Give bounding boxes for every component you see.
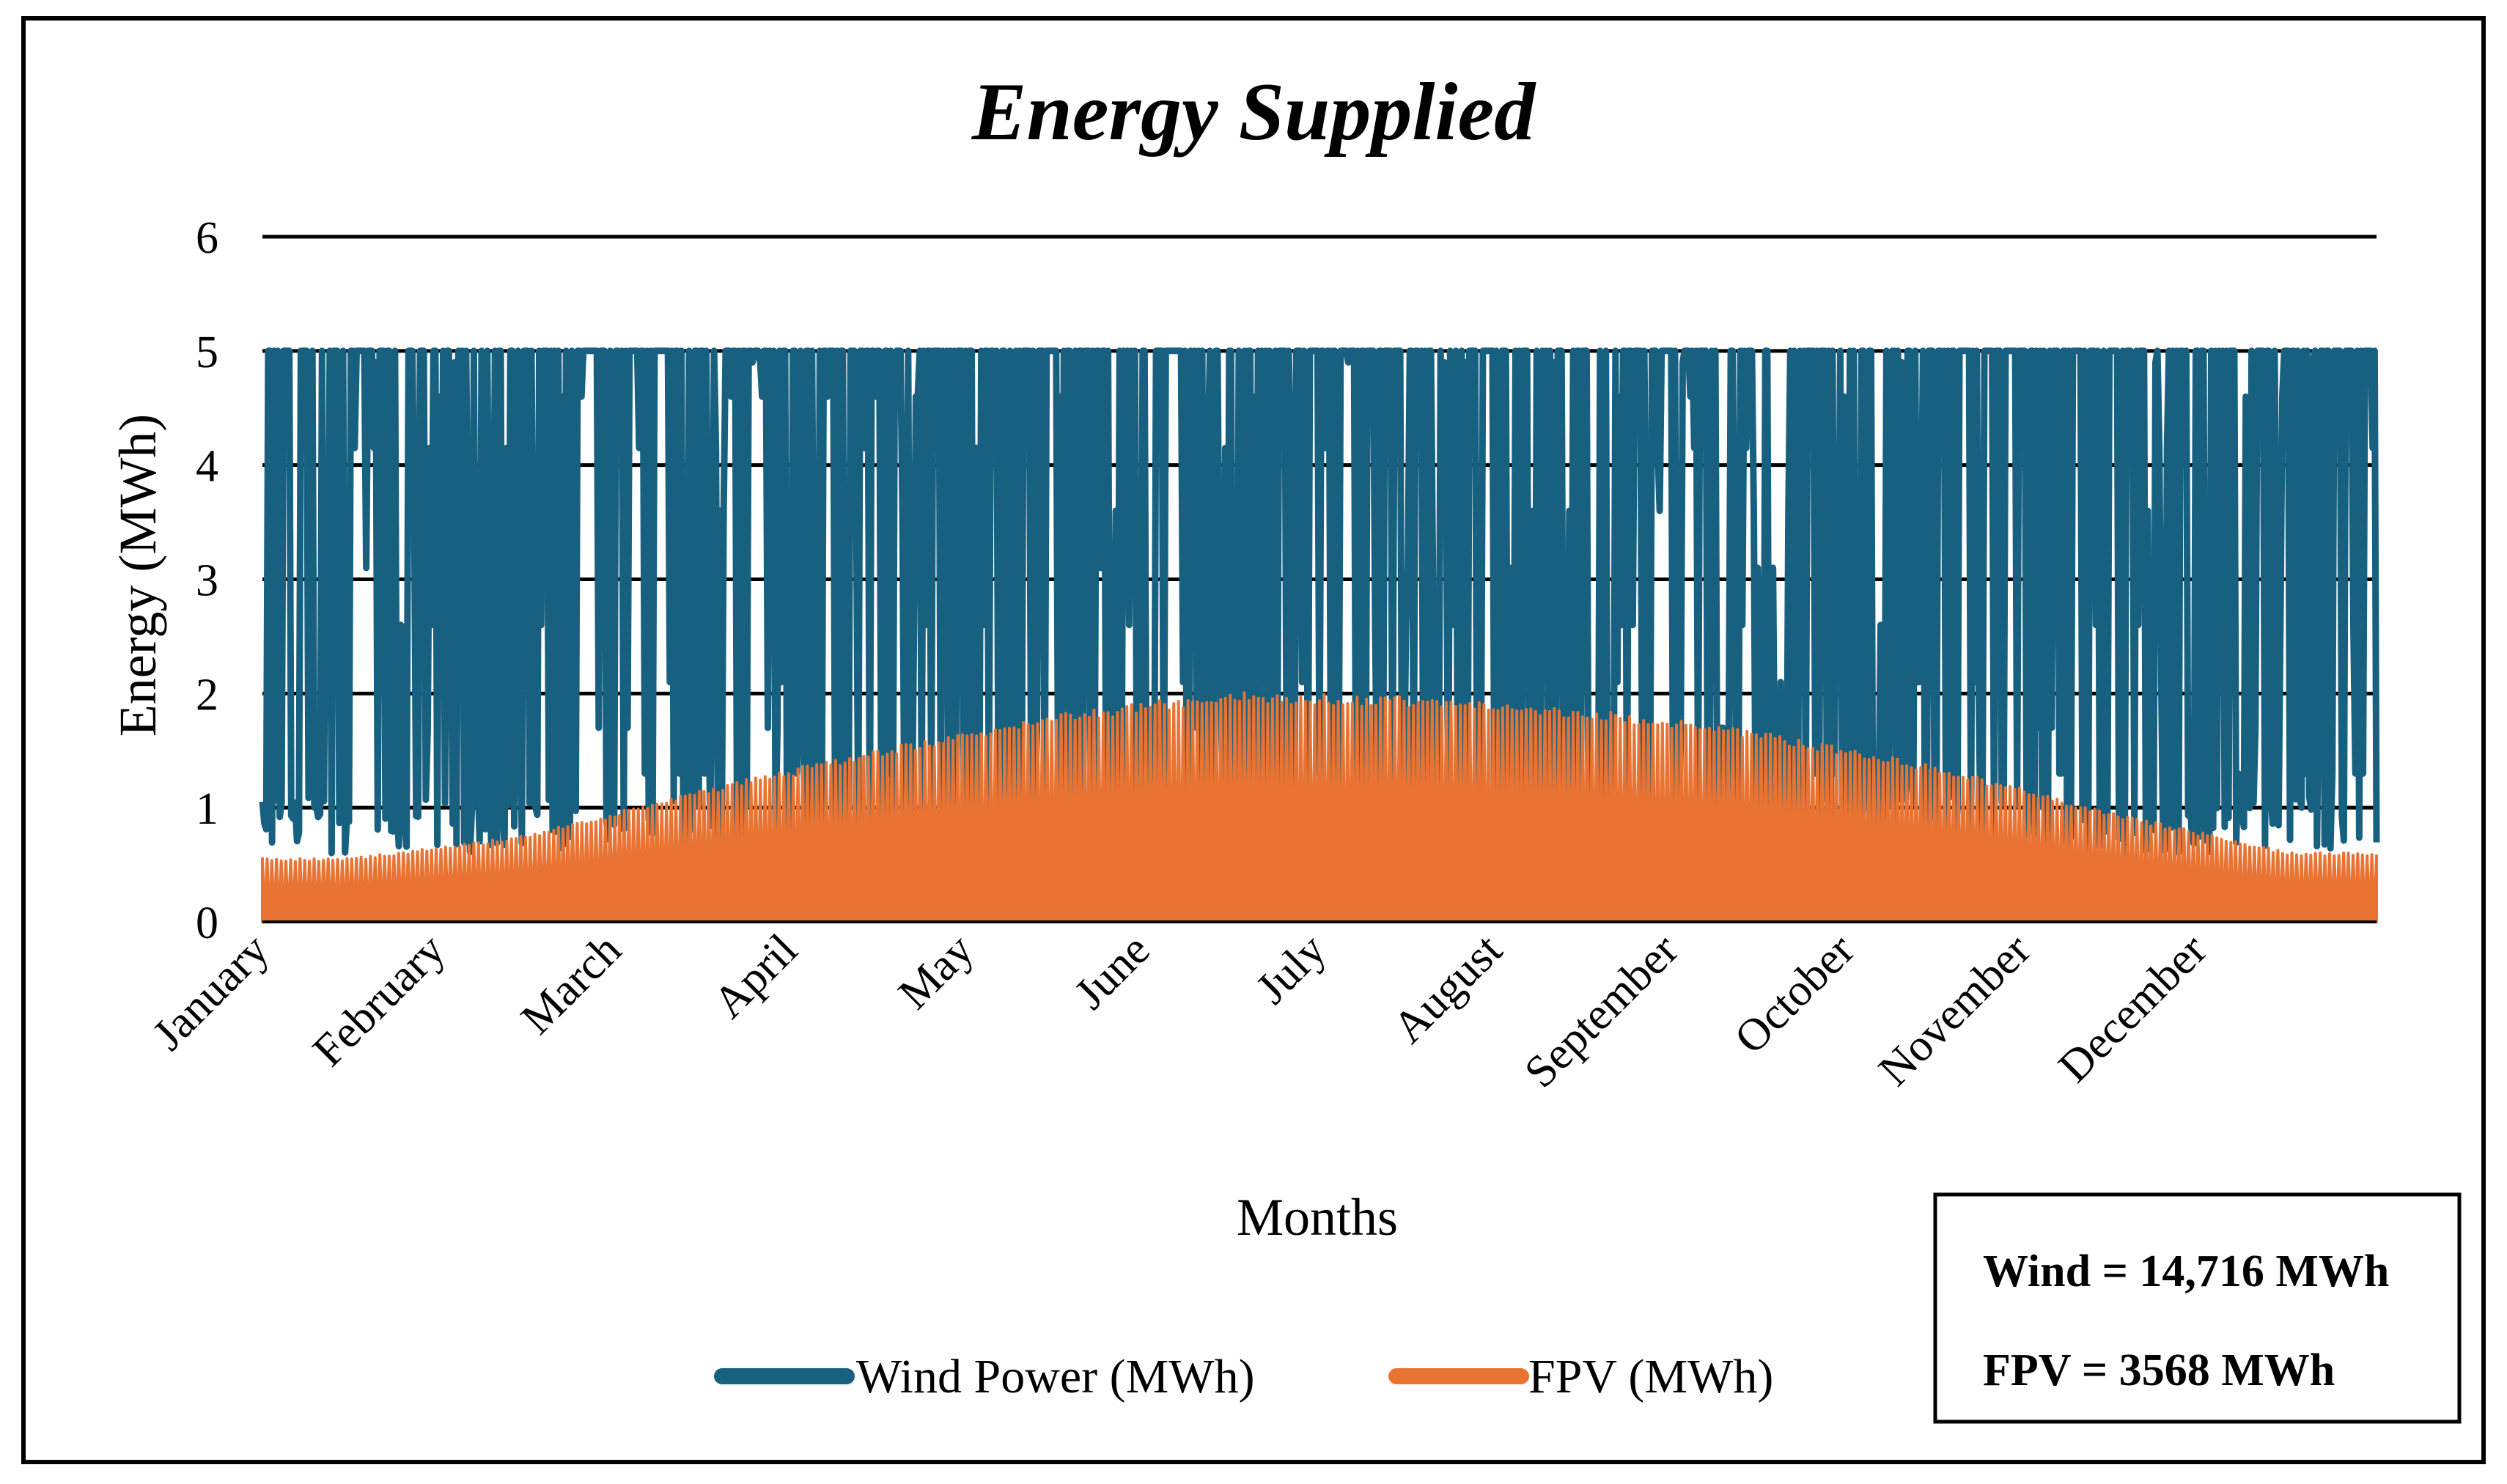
totals-box-frame	[1933, 1192, 2462, 1424]
y-axis-ticks: 0 1 2 3 4 5 6	[196, 213, 218, 948]
legend-fpv-label: FPV (MWh)	[1528, 1350, 1773, 1403]
y-tick-label: 4	[196, 442, 218, 492]
x-axis-title: Months	[1237, 1188, 1398, 1247]
totals-box: Wind = 14,716 MWh FPV = 3568 MWh	[1933, 1192, 2462, 1424]
fpv-area	[261, 691, 2378, 923]
y-tick-label: 2	[196, 670, 218, 720]
y-tick-label: 5	[196, 328, 218, 377]
fpv-total-label: FPV = 3568 MWh	[1983, 1345, 2335, 1395]
y-tick-label: 1	[196, 784, 218, 834]
y-tick-label: 6	[196, 213, 218, 263]
y-tick-label: 0	[196, 898, 218, 948]
chart-title: Energy Supplied	[971, 67, 1537, 158]
series-fpv	[261, 691, 2378, 923]
legend: Wind Power (MWh) FPV (MWh)	[714, 1350, 1773, 1403]
y-tick-label: 3	[196, 556, 218, 606]
wind-total-label: Wind = 14,716 MWh	[1983, 1247, 2389, 1296]
legend-wind-label: Wind Power (MWh)	[856, 1350, 1255, 1403]
y-axis-title: Energy (MWh)	[108, 414, 167, 737]
